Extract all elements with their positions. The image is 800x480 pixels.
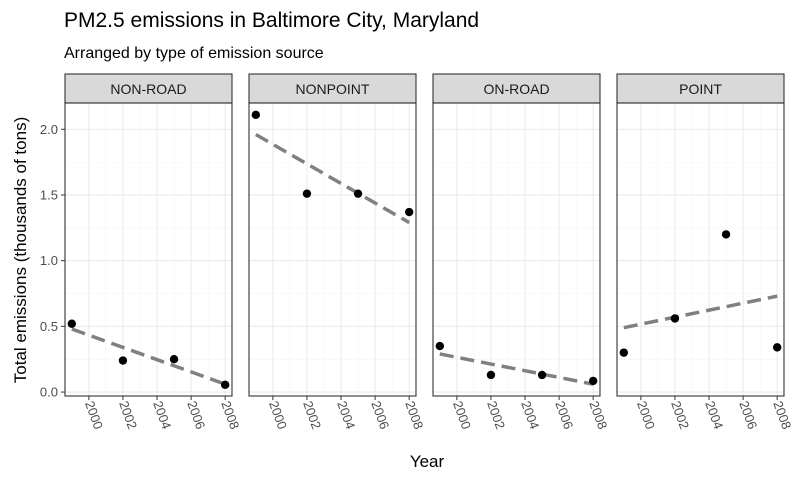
x-tick-label: 2000 (450, 399, 474, 431)
x-tick-label: 2006 (368, 399, 392, 431)
facet-panel-non-road: NON-ROAD 2000 2002 2004 2006 2008 (64, 73, 242, 431)
panel-border (64, 102, 233, 397)
x-tick-label: 2006 (736, 399, 760, 431)
data-point (537, 370, 547, 380)
x-tick-label: 2004 (518, 399, 542, 431)
chart-subtitle: Arranged by type of emission source (64, 45, 324, 62)
data-point (67, 319, 77, 328)
facet-strip-label: NON-ROAD (110, 81, 186, 97)
x-tick-label: 2008 (218, 399, 242, 431)
facet-panels: NON-ROAD 2000 2002 2004 2006 2008 NONPOINT 2000… (64, 73, 794, 431)
y-tick-label: 0.0 (40, 385, 58, 400)
data-point (302, 189, 312, 198)
trend-line (71, 327, 226, 386)
data-point (486, 370, 496, 380)
y-axis-title: Total emissions (thousands of tons) (11, 117, 30, 383)
data-point (772, 343, 782, 352)
facet-strip-label: ON-ROAD (483, 81, 549, 97)
data-point (619, 348, 629, 357)
data-point (721, 230, 731, 239)
data-point (353, 189, 363, 198)
x-tick-label: 2002 (116, 399, 140, 431)
data-point (670, 314, 680, 323)
data-point (220, 380, 230, 390)
y-axis: 0.0 0.5 1.0 1.5 2.0 (40, 122, 65, 400)
facet-strip (432, 73, 601, 104)
x-tick-label: 2004 (702, 399, 726, 431)
facet-panel-point: POINT 2000 2002 2004 2006 2008 (616, 73, 794, 431)
y-tick-label: 1.0 (40, 253, 58, 268)
trend-line (439, 352, 594, 386)
x-tick-label: 2000 (634, 399, 658, 431)
data-point (118, 356, 128, 365)
x-tick-label: 2002 (300, 399, 324, 431)
y-tick-label: 0.5 (40, 319, 58, 334)
data-point (435, 341, 445, 351)
facet-panel-on-road: ON-ROAD 2000 2002 2004 2006 2008 (432, 73, 610, 431)
facet-strip (616, 73, 785, 104)
y-tick-label: 2.0 (40, 122, 58, 137)
x-tick-label: 2006 (184, 399, 208, 431)
x-tick-label: 2000 (82, 399, 106, 431)
facet-strip (64, 73, 233, 104)
trend-line (623, 294, 778, 330)
x-tick-label: 2008 (586, 399, 610, 431)
facet-strip-label: POINT (679, 81, 722, 97)
x-tick-label: 2004 (334, 399, 358, 431)
data-point (251, 110, 261, 120)
data-point (169, 355, 179, 364)
trend-line (254, 133, 411, 225)
y-tick-label: 1.5 (40, 187, 58, 202)
x-tick-label: 2004 (150, 399, 174, 431)
panel-border (432, 102, 601, 397)
data-point (588, 376, 598, 386)
x-tick-label: 2008 (402, 399, 426, 431)
x-tick-label: 2002 (484, 399, 508, 431)
facet-panel-nonpoint: NONPOINT 2000 2002 2004 2006 2008 (248, 73, 426, 431)
panel-border (248, 102, 417, 397)
data-point (404, 207, 414, 217)
facet-strip-label: NONPOINT (296, 81, 370, 97)
chart-title: PM2.5 emissions in Baltimore City, Maryl… (64, 9, 479, 32)
panel-border (616, 102, 785, 397)
x-tick-label: 2000 (266, 399, 290, 431)
x-tick-label: 2002 (668, 399, 692, 431)
x-axis-title: Year (410, 452, 445, 471)
x-tick-label: 2008 (770, 399, 794, 431)
x-tick-label: 2006 (552, 399, 576, 431)
